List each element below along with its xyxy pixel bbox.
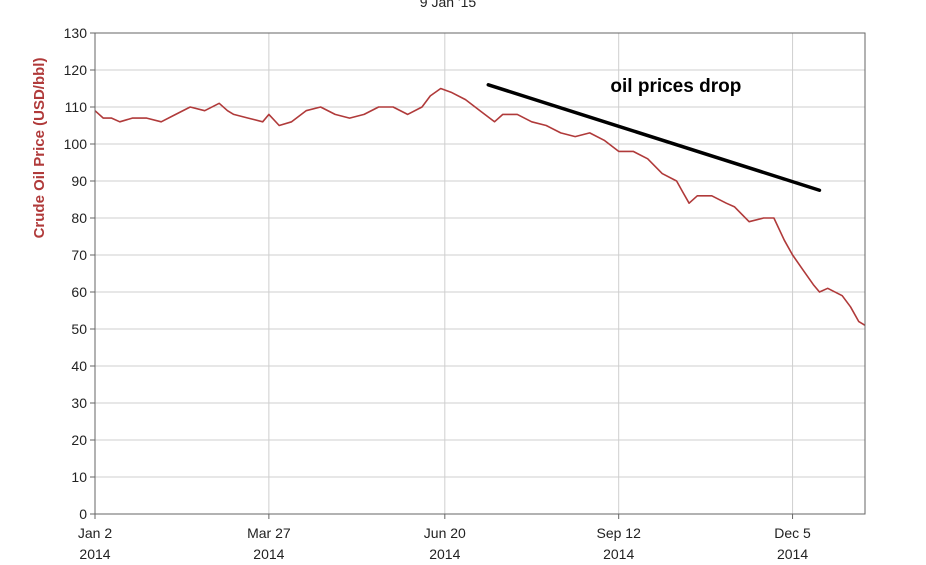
y-tick-label: 10 [71,469,87,485]
axis-layer: 0 10 20 30 40 50 60 70 80 90 100 110 120 130 Jan 2 2014… [64,25,811,562]
x-tick-label: Jan 2 [78,525,112,541]
chart-title: 9 Jan '15 [420,0,477,10]
y-tick-label: 50 [71,321,87,337]
trend-arrow-line [486,83,822,192]
x-tick-year-label: 2014 [79,546,110,562]
y-tick-label: 20 [71,432,87,448]
y-tick-label: 90 [71,173,87,189]
y-tick-label: 40 [71,358,87,374]
annotation-text: oil prices drop [610,76,741,97]
y-tick-label: 70 [71,247,87,263]
y-tick-label: 130 [64,25,88,41]
x-tick-label: Dec 5 [774,525,811,541]
data-layer [94,87,866,326]
y-tick-label: 60 [71,284,87,300]
x-tick-year-label: 2014 [253,546,284,562]
x-tick-year-label: 2014 [777,546,808,562]
y-tick-label: 0 [79,506,87,522]
price-line [94,87,866,326]
plot-frame [94,32,866,515]
x-tick-year-label: 2014 [603,546,634,562]
y-axis-label: Crude Oil Price (USD/bbl) [31,58,48,239]
x-tick-year-label: 2014 [429,546,460,562]
y-tick-label: 120 [64,62,88,78]
y-tick-label: 100 [64,136,88,152]
y-tick-label: 30 [71,395,87,411]
annotation-layer: oil prices drop [486,76,822,192]
x-tick-label: Jun 20 [424,525,466,541]
y-tick-label: 110 [65,99,88,115]
y-tick-label: 80 [71,210,87,226]
x-tick-label: Sep 12 [596,525,641,541]
x-tick-label: Mar 27 [247,525,291,541]
